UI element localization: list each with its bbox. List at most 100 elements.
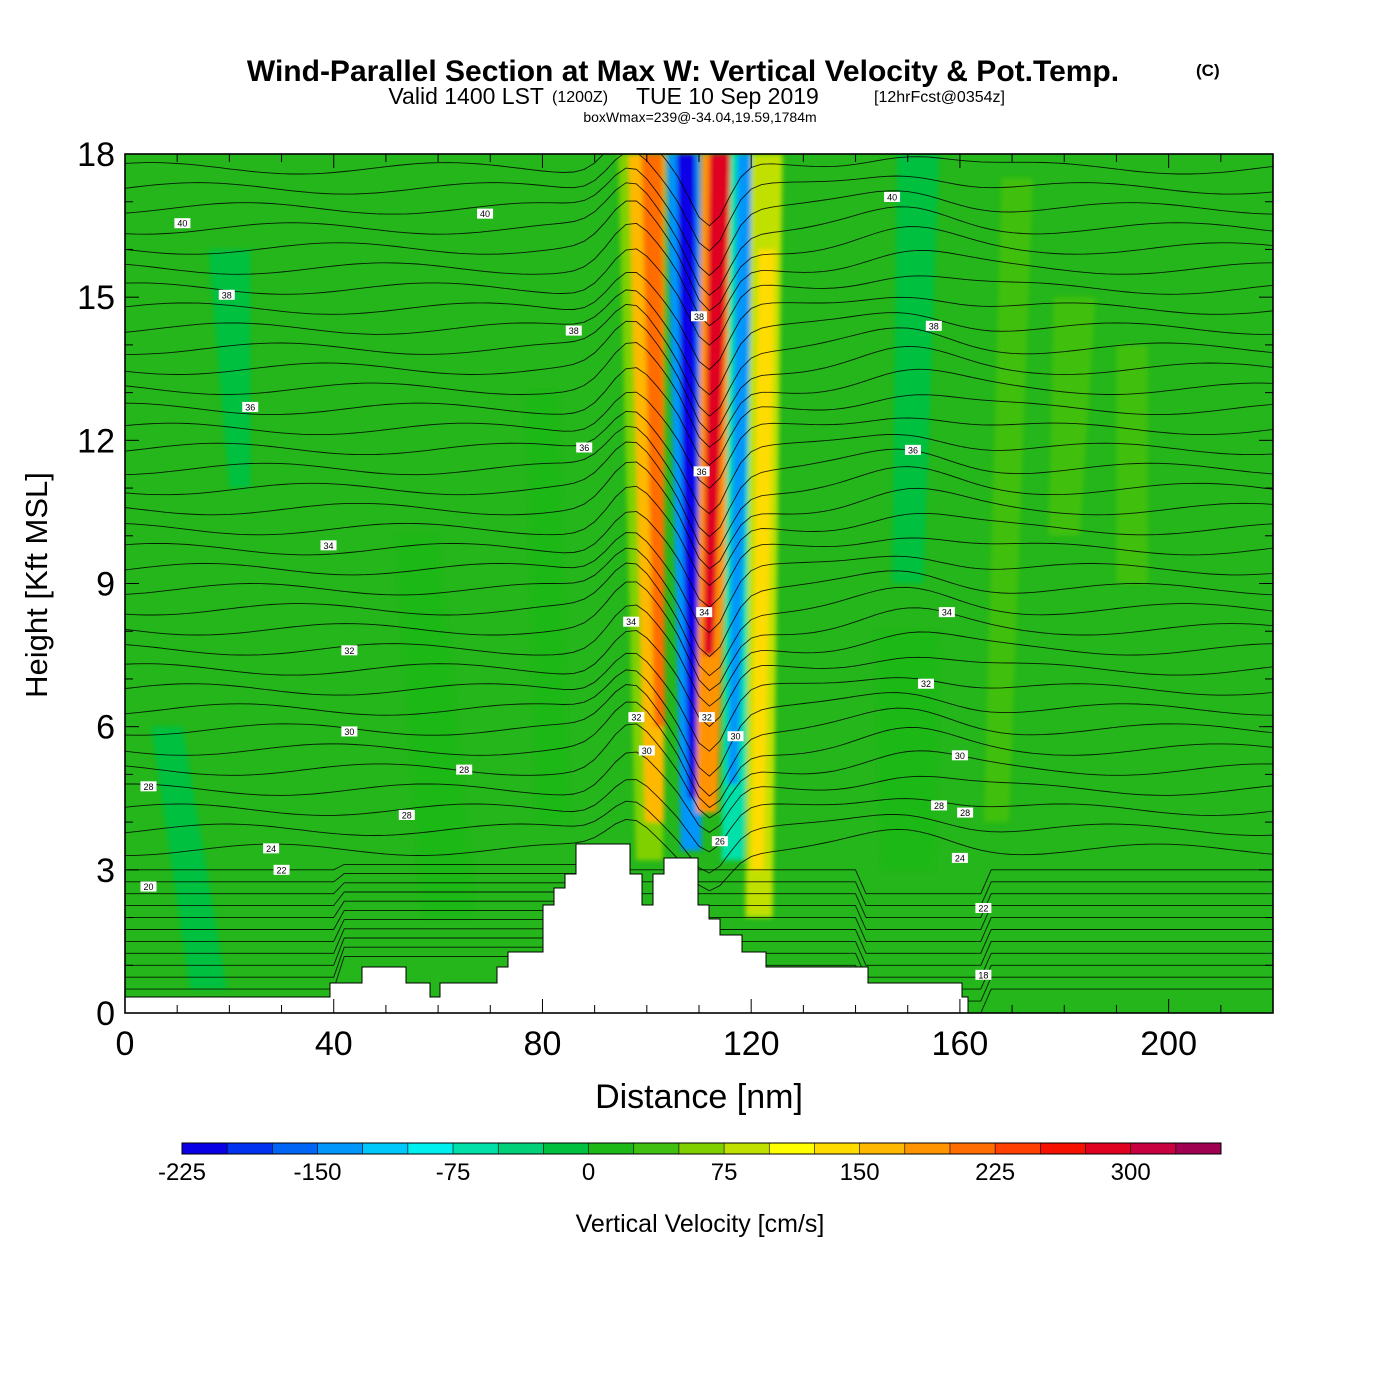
info-line: boxWmax=239@-34.04,19.59,1784m [583,109,816,125]
theta-contour-line [125,723,1273,819]
contour-label: 34 [623,616,640,627]
svg-text:18: 18 [978,970,988,980]
contour-label: 40 [884,191,901,202]
theta-contour-line [125,800,1273,874]
svg-text:20: 20 [143,882,153,892]
svg-text:28: 28 [143,782,153,792]
velocity-band [876,631,940,870]
colorbar: -225 -150 -75 0 75 150 225 300 [158,1142,1222,1186]
colorbar-swatch [227,1143,273,1154]
colorbar-swatch [543,1143,589,1154]
colorbar-swatch [949,1143,996,1154]
colorbar-swatch [859,1143,906,1154]
colorbar-swatch [588,1143,635,1154]
theta-contour-line [125,669,1273,777]
subtitle-forecast: [12hrFcst@0354z] [874,89,1005,106]
colorbar-swatch [769,1143,815,1154]
theta-contour-line [125,367,1273,466]
contour-label: 24 [951,852,968,863]
contour-label: 28 [957,807,974,818]
contour-label: 36 [693,466,710,477]
svg-text:34: 34 [942,608,952,618]
contour-label: 28 [456,764,473,775]
theta-contour-line [125,818,1273,892]
velocity-band [1048,297,1096,536]
colorbar-tick-label: 300 [1111,1159,1151,1186]
svg-text:30: 30 [344,727,354,737]
colorbar-swatch [498,1143,544,1154]
svg-text:24: 24 [266,844,276,854]
colorbar-swatch [633,1143,680,1154]
subtitle-utc: (1200Z) [552,89,608,106]
theta-contour-line [125,182,1273,296]
y-tick-label: 0 [96,995,115,1033]
colorbar-frame [181,1142,1222,1155]
colorbar-swatch [182,1143,228,1154]
y-tick-label: 6 [96,709,115,747]
theta-contour-line [125,532,1273,634]
colorbar-tick-label: 150 [840,1159,880,1186]
contour-label: 30 [951,750,968,761]
contour-label: 38 [218,289,235,300]
contour-label: 20 [140,881,157,892]
contour-label: 34 [938,607,955,618]
y-tick-label: 12 [77,422,115,460]
theta-contour-line [125,303,1273,417]
theta-contour-line [125,547,1273,658]
theta-contour-line [125,200,1273,312]
theta-contour-line [125,779,1273,853]
x-tick-label: 40 [315,1025,353,1063]
theta-contour-line [125,289,1273,396]
contour-label: 36 [242,401,259,412]
colorbar-swatch [453,1143,499,1154]
svg-text:28: 28 [960,808,970,818]
theta-contour-line [125,873,1273,907]
colorbar-swatch [1130,1143,1177,1154]
velocity-band [641,154,666,727]
contour-label: 22 [273,864,290,875]
x-axis-label: Distance [nm] [595,1078,803,1116]
theta-contour-line [125,425,1273,538]
x-tick-label: 120 [723,1025,780,1063]
x-tick-label: 80 [524,1025,562,1063]
svg-text:36: 36 [908,445,918,455]
svg-text:38: 38 [569,326,579,336]
svg-text:40: 40 [887,192,897,202]
svg-text:32: 32 [631,713,641,723]
contour-label: 18 [975,969,992,980]
subtitle-date: TUE 10 Sep 2019 [636,83,819,109]
y-tick-label: 9 [96,566,115,604]
x-tick-label: 0 [116,1025,135,1063]
contour-label: 38 [565,325,582,336]
svg-text:40: 40 [480,209,490,219]
contour-label: 28 [398,809,415,820]
contour-label: 38 [925,320,942,331]
theta-contour-line [125,154,1273,252]
theta-contour-line [125,320,1273,434]
svg-text:30: 30 [642,746,652,756]
contour-label: 32 [917,678,934,689]
x-axis: 0 40 80 120 160 200 [116,154,1274,1063]
svg-text:38: 38 [929,321,939,331]
contour-label: 22 [975,903,992,914]
theta-contour-line [125,511,1273,608]
contour-label: 34 [320,540,337,551]
theta-contour-line [125,441,1273,555]
y-tick-label: 15 [77,279,115,317]
velocity-band [751,249,776,870]
colorbar-tick-label: 225 [975,1159,1015,1186]
y-tick-label: 3 [96,852,115,890]
plot-area: 40 40 40 38 38 38 38 36 36 36 36 34 34 34 34 32 32 32 32 30… [125,154,1273,1013]
theta-contour-line [125,581,1273,692]
svg-text:34: 34 [626,617,636,627]
colorbar-swatch [1085,1143,1131,1154]
theta-contour-line [125,485,1273,586]
colorbar-swatch [678,1143,725,1154]
contour-label: 30 [341,726,358,737]
y-tick-label: 18 [77,136,115,174]
svg-text:22: 22 [978,904,988,914]
svg-text:36: 36 [245,402,255,412]
svg-text:28: 28 [459,765,469,775]
contour-label: 40 [174,218,191,229]
